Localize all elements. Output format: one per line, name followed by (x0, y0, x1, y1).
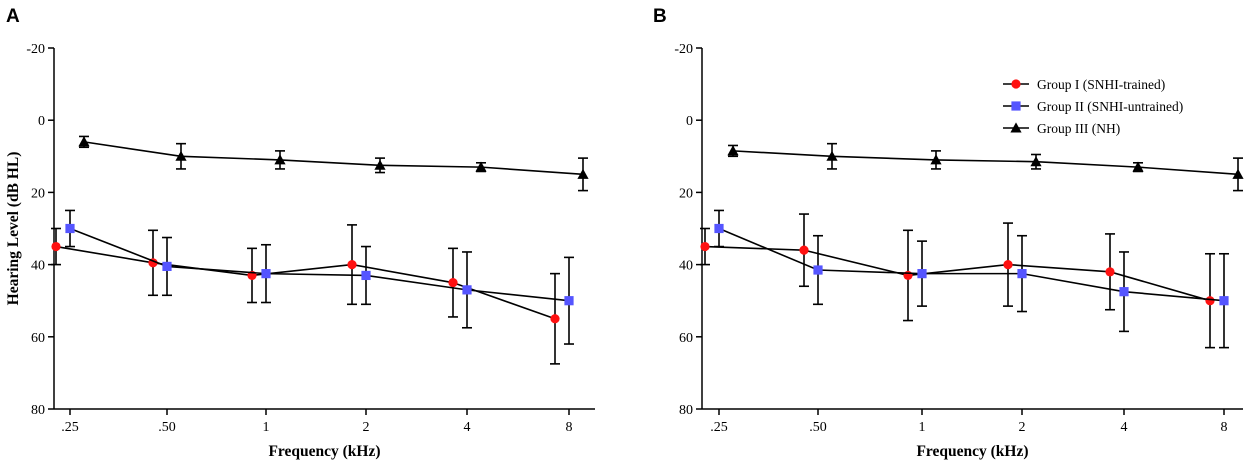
data-point (799, 245, 809, 255)
data-point (347, 260, 357, 270)
data-point (65, 223, 75, 234)
x-tick-label: 8 (1221, 420, 1228, 435)
data-point (1017, 269, 1027, 279)
legend-marker (1010, 122, 1022, 133)
x-tick-label: .50 (158, 420, 176, 435)
y-tick-label: 0 (686, 114, 693, 129)
panel-label: B (653, 6, 667, 27)
y-axis-title: Hearing Level (dB HL) (5, 152, 22, 306)
data-point (930, 154, 942, 165)
y-tick-label: 20 (679, 186, 693, 201)
series-line (704, 245, 1211, 302)
x-tick-label: 2 (1019, 420, 1026, 435)
x-tick-label: .25 (710, 420, 728, 435)
data-point (1232, 168, 1244, 179)
data-point (903, 270, 913, 281)
x-axis-title: Frequency (kHz) (268, 443, 380, 460)
data-point (1105, 267, 1115, 277)
data-point (78, 136, 90, 147)
x-tick-label: 1 (919, 420, 926, 435)
chart-panel-a: A -20 0 20 40 60 80 .25 .50 1 2 4 8 Frequency (kHz) He… (5, 6, 595, 460)
data-point (714, 223, 724, 234)
data-point (361, 270, 371, 281)
data-point (1030, 156, 1042, 167)
data-point (1205, 296, 1215, 306)
legend-label: Group II (SNHI-untrained) (1037, 99, 1183, 114)
y-tick-label: 40 (31, 259, 45, 274)
y-tick-label: 80 (679, 403, 693, 418)
y-tick-label: 40 (679, 259, 693, 274)
y-tick-label: 60 (679, 331, 693, 346)
data-point (813, 265, 823, 275)
data-point (448, 278, 458, 288)
series-line (69, 227, 570, 302)
data-point (826, 150, 838, 161)
series-line (55, 245, 556, 320)
data-point (475, 161, 487, 172)
legend-marker (1011, 79, 1021, 89)
series-3 (727, 142, 1244, 192)
panel-label: A (6, 6, 20, 27)
data-point (1119, 287, 1129, 297)
data-point (274, 154, 286, 165)
x-axis-title: Frequency (kHz) (916, 443, 1028, 460)
data-point (564, 296, 574, 306)
data-point (462, 285, 472, 295)
series-1 (700, 213, 1215, 349)
series-line (718, 227, 1225, 302)
series-line (83, 141, 584, 176)
x-tick-label: 2 (363, 420, 370, 435)
data-point (51, 241, 61, 252)
data-point (727, 145, 739, 156)
data-point (162, 261, 172, 272)
x-tick-label: 4 (1121, 420, 1128, 435)
series-line (732, 150, 1239, 176)
data-point (374, 159, 386, 170)
x-tick-label: .50 (809, 420, 827, 435)
legend-label: Group I (SNHI-trained) (1037, 77, 1165, 92)
x-tick-label: 8 (566, 420, 573, 435)
series-1 (51, 224, 560, 365)
x-tick-label: 4 (464, 420, 471, 435)
series-2 (714, 209, 1229, 349)
data-point (261, 269, 271, 279)
data-point (577, 168, 589, 179)
y-tick-label: 60 (31, 331, 45, 346)
data-point (1003, 260, 1013, 270)
x-tick-label: 1 (263, 420, 270, 435)
data-point (917, 269, 927, 279)
y-tick-label: 0 (38, 114, 45, 129)
y-tick-label: 80 (31, 403, 45, 418)
legend: Group I (SNHI-trained) Group II (SNHI-unt… (1003, 77, 1183, 136)
chart-panel-b: B -20 0 20 40 60 80 .25 .50 1 2 4 8 Frequency (kHz) Gr… (653, 6, 1244, 460)
data-point (550, 314, 560, 324)
data-point (1219, 296, 1229, 306)
series-3 (78, 135, 589, 192)
data-point (175, 150, 187, 161)
legend-label: Group III (NH) (1037, 121, 1120, 136)
y-tick-label: 20 (31, 186, 45, 201)
y-tick-label: -20 (26, 42, 45, 57)
series-2 (65, 209, 574, 345)
y-tick-label: -20 (674, 42, 693, 57)
legend-marker (1011, 101, 1021, 111)
data-point (700, 241, 710, 252)
data-point (1132, 161, 1144, 172)
x-tick-label: .25 (61, 420, 79, 435)
